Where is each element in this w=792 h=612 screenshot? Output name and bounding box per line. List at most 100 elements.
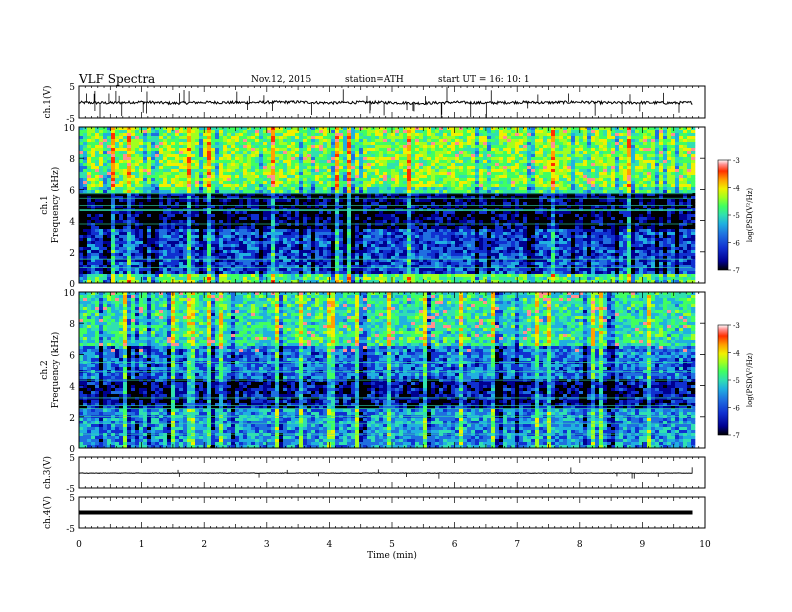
psd-cell — [107, 199, 111, 202]
psd-cell — [175, 166, 179, 169]
psd-cell — [207, 181, 211, 184]
psd-cell — [107, 148, 111, 151]
psd-cell — [111, 178, 115, 181]
psd-cell — [139, 160, 143, 163]
psd-cell — [107, 217, 111, 220]
psd-cell — [99, 232, 103, 235]
psd-cell — [159, 145, 163, 148]
psd-cell — [83, 262, 87, 265]
psd-cell — [199, 133, 203, 136]
psd-cell — [155, 133, 159, 136]
psd-cell — [179, 184, 183, 187]
psd-cell — [91, 157, 95, 160]
psd-cell — [163, 250, 167, 253]
psd-cell — [83, 160, 87, 163]
psd-cell — [87, 151, 91, 154]
psd-cell — [223, 214, 227, 217]
psd-cell — [143, 145, 147, 148]
psd-cell — [167, 178, 171, 181]
psd-cell — [155, 211, 159, 214]
psd-cell — [143, 253, 147, 256]
psd-cell — [231, 250, 235, 253]
psd-cell — [179, 226, 183, 229]
psd-cell — [239, 187, 243, 190]
psd-cell — [127, 271, 131, 274]
psd-cell — [115, 133, 119, 136]
psd-cell — [159, 253, 163, 256]
psd-cell — [191, 271, 195, 274]
psd-cell — [111, 223, 115, 226]
psd-cell — [115, 178, 119, 181]
psd-cell — [147, 151, 151, 154]
psd-cell — [211, 244, 215, 247]
psd-cell — [87, 145, 91, 148]
psd-cell — [231, 166, 235, 169]
psd-cell — [91, 145, 95, 148]
psd-cell — [119, 181, 123, 184]
psd-cell — [95, 238, 99, 241]
psd-cell — [171, 262, 175, 265]
psd-cell — [131, 268, 135, 271]
psd-cell — [107, 142, 111, 145]
psd-cell — [151, 199, 155, 202]
psd-cell — [187, 229, 191, 232]
psd-cell — [167, 211, 171, 214]
psd-cell — [143, 277, 147, 280]
psd-cell — [215, 253, 219, 256]
psd-cell — [195, 199, 199, 202]
psd-cell — [227, 166, 231, 169]
psd-cell — [239, 238, 243, 241]
psd-cell — [139, 154, 143, 157]
psd-cell — [139, 151, 143, 154]
psd-cell — [191, 238, 195, 241]
psd-cell — [227, 190, 231, 193]
psd-cell — [179, 136, 183, 139]
psd-cell — [223, 250, 227, 253]
psd-cell — [123, 241, 127, 244]
psd-cell — [195, 277, 199, 280]
psd-cell — [207, 220, 211, 223]
psd-cell — [187, 241, 191, 244]
psd-cell — [111, 163, 115, 166]
psd-cell — [183, 211, 187, 214]
psd-cell — [143, 202, 147, 205]
psd-cell — [175, 232, 179, 235]
psd-cell — [99, 190, 103, 193]
psd-cell — [215, 187, 219, 190]
psd-cell — [211, 232, 215, 235]
psd-cell — [147, 226, 151, 229]
psd-cell — [167, 136, 171, 139]
psd-cell — [195, 175, 199, 178]
psd-cell — [159, 166, 163, 169]
psd-cell — [111, 253, 115, 256]
psd-cell — [135, 241, 139, 244]
psd-cell — [79, 226, 83, 229]
psd-cell — [139, 220, 143, 223]
psd-cell — [115, 226, 119, 229]
psd-cell — [163, 187, 167, 190]
psd-cell — [207, 175, 211, 178]
psd-cell — [219, 160, 223, 163]
psd-cell — [195, 253, 199, 256]
psd-cell — [183, 160, 187, 163]
psd-cell — [135, 175, 139, 178]
psd-cell — [131, 187, 135, 190]
psd-cell — [139, 214, 143, 217]
psd-cell — [203, 184, 207, 187]
psd-cell — [123, 235, 127, 238]
psd-cell — [175, 169, 179, 172]
psd-cell — [183, 139, 187, 142]
psd-cell — [107, 241, 111, 244]
psd-cell — [155, 139, 159, 142]
psd-cell — [231, 190, 235, 193]
psd-cell — [151, 184, 155, 187]
psd-cell — [171, 139, 175, 142]
psd-cell — [235, 274, 239, 277]
psd-cell — [175, 175, 179, 178]
psd-cell — [175, 217, 179, 220]
psd-cell — [99, 217, 103, 220]
psd-cell — [119, 274, 123, 277]
psd-cell — [187, 145, 191, 148]
psd-cell — [127, 166, 131, 169]
psd-cell — [199, 250, 203, 253]
